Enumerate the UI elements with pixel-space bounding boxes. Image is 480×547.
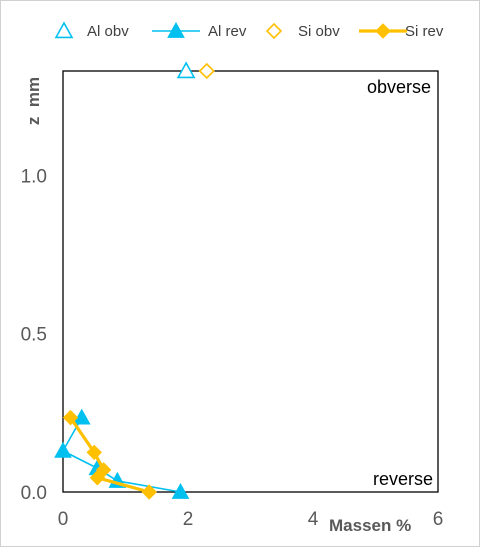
y-tick-label: 0.5 bbox=[21, 325, 47, 346]
y-axis-label: z mm bbox=[24, 77, 43, 125]
y-axis-ticks: 0.0 0.5 1.0 bbox=[21, 166, 47, 504]
plot-area-border bbox=[62, 70, 439, 493]
x-tick-label: 6 bbox=[433, 509, 444, 530]
annotation-reverse: reverse bbox=[373, 469, 433, 489]
legend-item: Si rev bbox=[359, 23, 444, 40]
series-line bbox=[69, 416, 150, 494]
y-tick-label: 0.0 bbox=[21, 483, 47, 504]
legend-label: Al obv bbox=[87, 23, 129, 40]
legend-item: Al rev bbox=[152, 21, 247, 40]
data-point bbox=[141, 484, 157, 500]
data-point bbox=[62, 409, 79, 426]
data-point bbox=[171, 482, 190, 499]
legend-marker bbox=[375, 23, 391, 39]
legend-marker bbox=[54, 21, 74, 39]
legend-item: Si obv bbox=[265, 22, 340, 40]
annotation-obverse: obverse bbox=[367, 77, 431, 97]
legend-marker bbox=[167, 21, 185, 38]
legend-label: Si rev bbox=[405, 23, 444, 40]
data-point bbox=[72, 408, 91, 425]
series-si-rev bbox=[62, 409, 157, 500]
legend-marker bbox=[265, 22, 283, 40]
x-axis-label: Massen % bbox=[329, 516, 411, 535]
y-tick-label: 1.0 bbox=[21, 166, 47, 187]
series-si-obv bbox=[198, 62, 215, 80]
x-tick-label: 4 bbox=[308, 509, 319, 530]
data-point bbox=[86, 444, 102, 461]
x-tick-label: 2 bbox=[183, 509, 194, 530]
series-layer bbox=[54, 61, 215, 500]
x-axis-ticks: 0 2 4 6 bbox=[58, 509, 444, 530]
data-point bbox=[176, 61, 196, 79]
series-al-obv bbox=[176, 61, 196, 79]
data-point bbox=[198, 62, 215, 80]
x-tick-label: 0 bbox=[58, 509, 69, 530]
legend-item: Al obv bbox=[54, 21, 129, 40]
legend-label: Al rev bbox=[208, 23, 247, 40]
legend-label: Si obv bbox=[298, 23, 340, 40]
data-point bbox=[89, 470, 106, 486]
legend: Al obv Al rev Si obv Si rev bbox=[54, 21, 444, 40]
data-point bbox=[54, 441, 72, 458]
